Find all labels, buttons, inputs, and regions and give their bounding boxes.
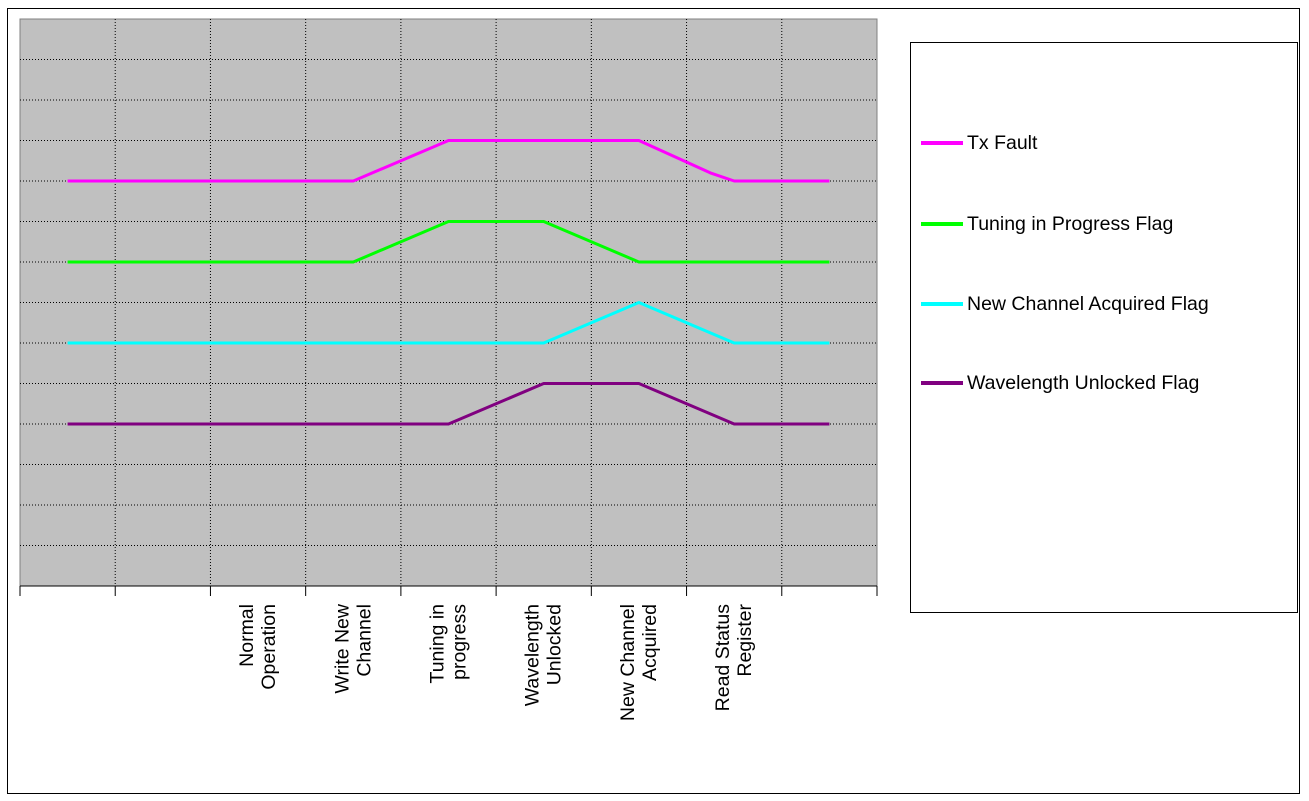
- legend-item: New Channel Acquired Flag: [921, 289, 1209, 319]
- series-line: [67, 139, 830, 183]
- legend-item: Wavelength Unlocked Flag: [921, 368, 1199, 398]
- legend-label: New Channel Acquired Flag: [967, 292, 1209, 315]
- legend-item: Tuning in Progress Flag: [921, 209, 1173, 239]
- legend-swatch: [921, 302, 963, 306]
- series-line: [67, 382, 830, 426]
- legend-label: Tuning in Progress Flag: [967, 212, 1174, 235]
- x-tick-label: Normal: [236, 604, 258, 667]
- x-tick-label: Register: [734, 604, 756, 677]
- legend-swatch: [921, 381, 963, 385]
- x-tick-label: Acquired: [639, 604, 661, 681]
- x-tick-label: Write New: [331, 603, 353, 693]
- legend-label: Tx Fault: [967, 131, 1038, 154]
- plot-area: [19, 18, 878, 587]
- x-tick-label: New Channel: [617, 604, 639, 721]
- series-line: [67, 301, 830, 345]
- x-axis: [19, 585, 878, 596]
- legend-item: Tx Fault: [921, 128, 1037, 158]
- x-tick-label: Read Status: [712, 604, 734, 712]
- line-chart: Normal Operation Write New Channel Tuning in…: [19, 18, 878, 721]
- x-tick-label: progress: [449, 604, 471, 680]
- legend: Tx Fault Tuning in Progress Flag New Chann…: [910, 42, 1298, 613]
- series-line: [67, 220, 830, 264]
- x-tick-labels: Normal Operation Write New Channel Tuning in…: [236, 603, 756, 721]
- legend-label: Wavelength Unlocked Flag: [967, 371, 1200, 394]
- legend-swatch: [921, 141, 963, 145]
- legend-swatch: [921, 222, 963, 226]
- x-tick-label: Unlocked: [544, 604, 566, 685]
- x-tick-label: Tuning in: [427, 604, 449, 684]
- chart-frame: Normal Operation Write New Channel Tuning in…: [7, 8, 1300, 794]
- series-lines: [67, 139, 830, 426]
- x-tick-label: Operation: [258, 604, 280, 690]
- x-tick-label: Wavelength: [522, 604, 544, 706]
- x-tick-label: Channel: [353, 604, 375, 677]
